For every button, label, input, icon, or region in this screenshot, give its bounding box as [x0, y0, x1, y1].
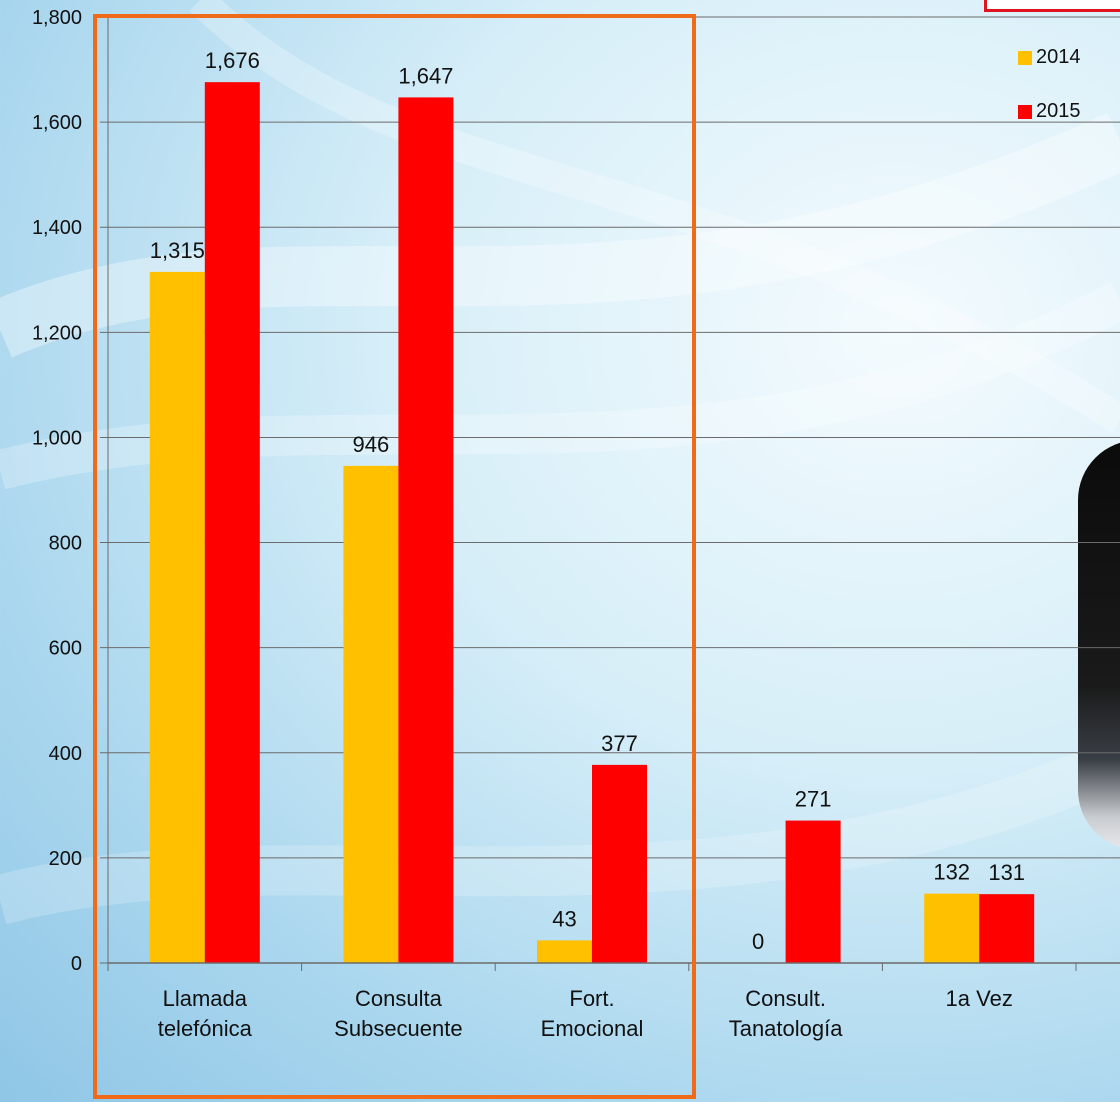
data-label-2014: 1,315	[150, 238, 205, 263]
data-label-2015: 271	[795, 787, 832, 812]
legend-frame	[984, 0, 1120, 12]
legend-label-2014: 2014	[1036, 46, 1081, 68]
x-axis: Llamada telefónica Consulta Subsecuente Fort…	[107, 962, 1120, 1041]
y-tick-label: 0	[71, 953, 82, 975]
bar-2015	[398, 97, 454, 963]
y-tick-label: 400	[49, 743, 82, 765]
data-label-2015: 131	[988, 860, 1025, 885]
y-tick-label: 1,200	[32, 322, 82, 344]
background-photo	[1078, 440, 1120, 850]
data-label-2015: 1,647	[398, 63, 453, 88]
y-tick-label: 1,400	[32, 217, 82, 239]
data-label-2014: 43	[552, 906, 576, 931]
data-label-2015: 1,676	[205, 48, 260, 73]
y-tick-label: 800	[49, 533, 82, 555]
x-tick-label: Fort. Emocional	[541, 986, 644, 1041]
legend-swatch-2015	[1018, 104, 1032, 119]
legend-item-2014: 2014	[1018, 46, 1081, 69]
y-tick-label: 1,000	[32, 427, 82, 449]
legend-swatch-2014	[1018, 50, 1032, 65]
highlight-box	[93, 14, 696, 1099]
data-label-2014: 132	[933, 860, 970, 885]
x-tick-label: Consulta Subsecuente	[334, 986, 462, 1041]
bar-2015	[785, 820, 841, 963]
legend-item-2015: 2015	[1018, 100, 1081, 123]
bars	[149, 82, 1035, 964]
bar-2014	[343, 465, 399, 963]
y-tick-label: 200	[49, 848, 82, 870]
bar-2014	[924, 893, 980, 963]
x-tick-label: Consult. Tanatología	[729, 986, 844, 1041]
bar-2015	[592, 764, 647, 963]
y-tick-label: 600	[49, 638, 82, 660]
bar-2014	[149, 271, 205, 964]
y-tick-label: 1,800	[32, 7, 82, 29]
bar-2014	[537, 940, 592, 963]
legend-label-2015: 2015	[1036, 100, 1081, 122]
bar-2015	[204, 82, 260, 964]
data-label-2014: 946	[353, 432, 390, 457]
data-labels: 1,315 1,676 946 1,647 43 377 0 271 132 131	[150, 48, 1025, 954]
x-tick-label: 1a Vez	[946, 986, 1013, 1011]
y-tick-label: 1,600	[32, 112, 82, 134]
data-label-2014: 0	[752, 929, 764, 954]
data-label-2015: 377	[601, 731, 638, 756]
x-tick-label: Llamada telefónica	[158, 986, 253, 1041]
bar-2015	[979, 894, 1035, 963]
